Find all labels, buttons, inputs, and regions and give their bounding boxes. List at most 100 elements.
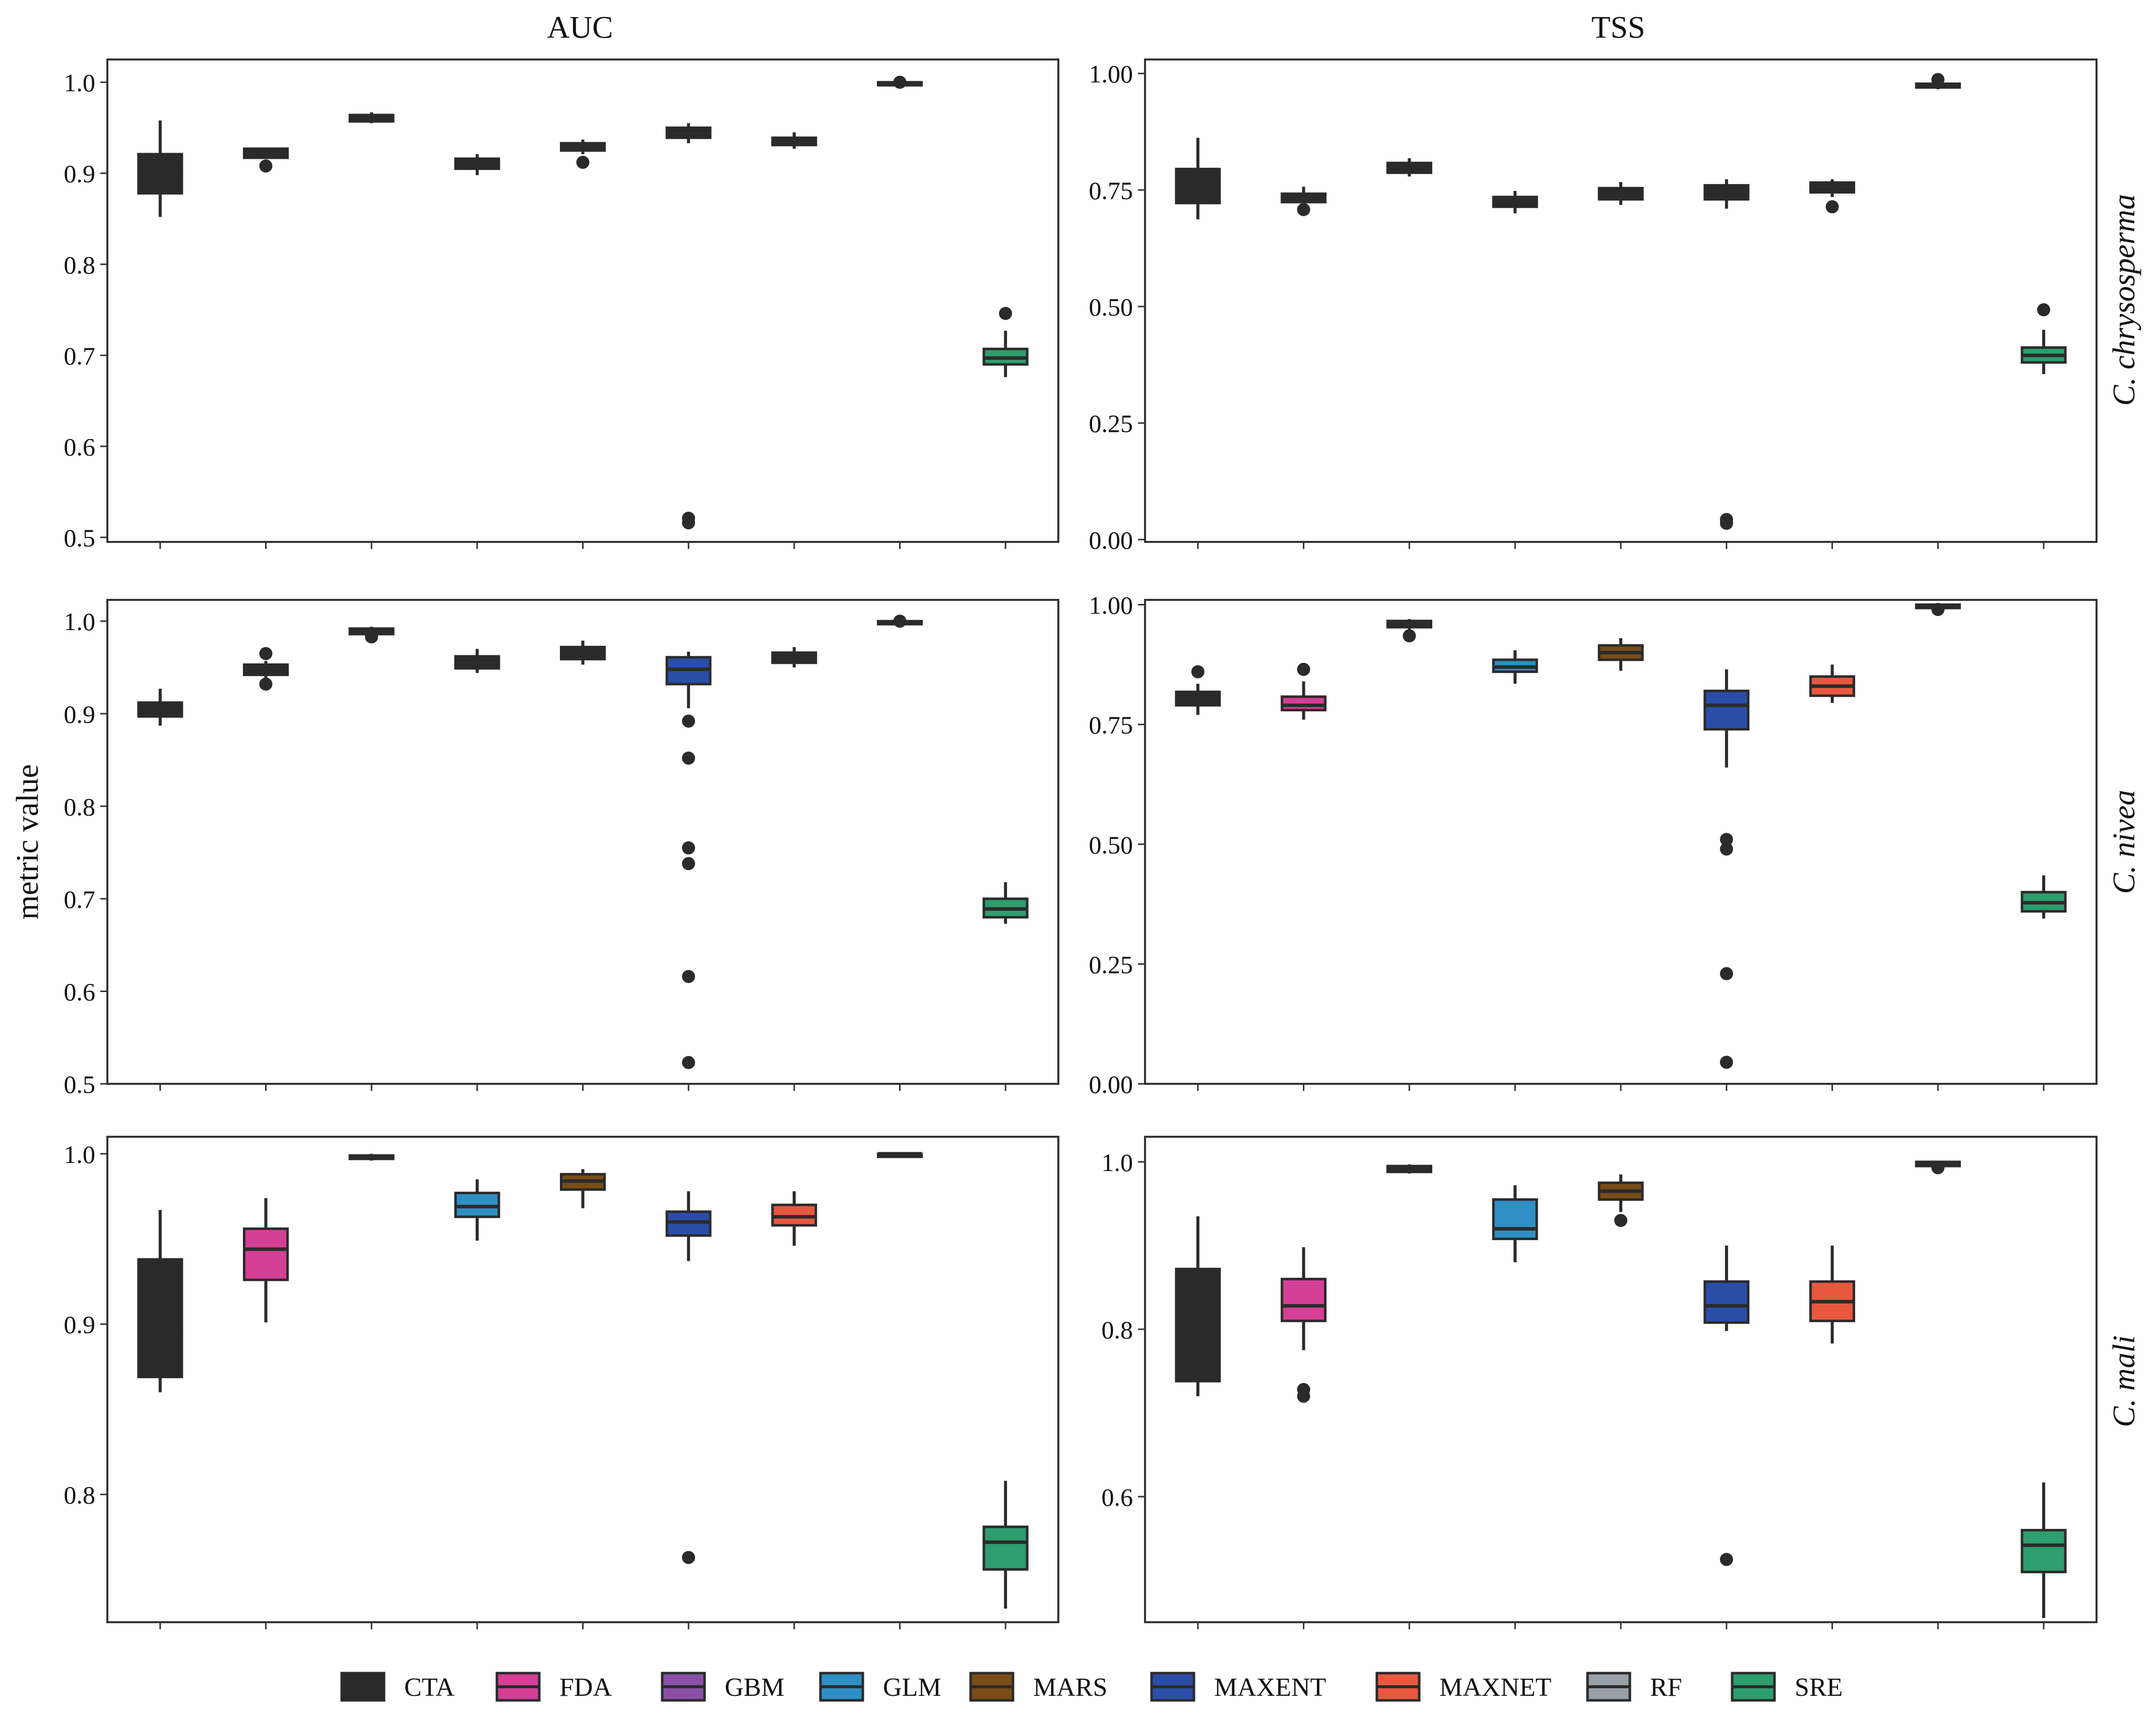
legend-label: RF [1650, 1673, 1682, 1702]
outlier-point [682, 1551, 695, 1564]
box-mars [560, 1169, 606, 1629]
y-tick-label: 0.6 [1102, 1483, 1133, 1511]
box-body [982, 1525, 1029, 1571]
box-mars [1598, 638, 1644, 1091]
box-cta [137, 120, 183, 549]
legend-label: MAXENT [1214, 1673, 1326, 1702]
outlier-point [682, 1056, 695, 1069]
box-maxent [665, 123, 712, 549]
box-cta [1175, 665, 1221, 1091]
legend-label: GBM [725, 1673, 784, 1702]
box-body [243, 1227, 289, 1281]
column-title-auc: AUC [547, 11, 613, 45]
y-tick-label: 1.00 [1089, 60, 1133, 88]
box-body [137, 1258, 183, 1378]
box-fda [1281, 662, 1327, 1091]
box-maxnet [1809, 664, 1856, 1091]
y-tick-label: 0.25 [1089, 950, 1133, 978]
panel-auc-0: 0.5 0.6 0.7 0.8 0.9 1.0 [64, 58, 1059, 552]
y-tick-label: 0.00 [1089, 526, 1133, 554]
box-sre [2020, 1482, 2067, 1629]
box-maxent [665, 651, 712, 1091]
y-tick-label: 1.0 [64, 1140, 96, 1169]
box-sre [982, 882, 1029, 1091]
panel-frame [1144, 58, 2098, 543]
outlier-point [682, 751, 695, 765]
outlier-point [682, 516, 695, 530]
panel-auc-1: 0.5 0.6 0.7 0.8 0.9 1.0 [64, 599, 1059, 1098]
box-sre [982, 306, 1029, 549]
box-glm [454, 1179, 500, 1629]
box-maxent [1703, 1245, 1750, 1629]
panel-tss-2: 0.6 0.8 1.0 [1102, 1136, 2098, 1629]
legend: CTA FDA GBM GLM MARS MAXENT MAXNET RF SRE [340, 1672, 1843, 1702]
legend-label: FDA [559, 1673, 612, 1702]
legend-item-mars: MARS [969, 1672, 1107, 1702]
box-sre [982, 1481, 1029, 1629]
outlier-point [1720, 1056, 1733, 1069]
box-gbm [1386, 1164, 1432, 1629]
outlier-point [1297, 662, 1310, 676]
legend-item-glm: GLM [819, 1672, 941, 1702]
row-label-c-nivea: C. nivea [2107, 790, 2141, 894]
panel-frame [106, 599, 1059, 1085]
box-fda [1281, 1247, 1327, 1629]
panels: 0.50.60.70.80.91.00.000.250.500.751.000.… [64, 58, 2098, 1629]
outlier-point [1720, 1553, 1733, 1566]
box-body [1281, 695, 1327, 712]
y-tick-label: 1.00 [1089, 591, 1133, 620]
outlier-point [1403, 629, 1416, 643]
box-maxnet [1809, 179, 1856, 549]
box-maxent [1703, 179, 1750, 549]
box-mars [560, 139, 606, 549]
panel-frame [1144, 599, 2098, 1085]
outlier-point [682, 857, 695, 871]
y-tick-label: 0.8 [64, 1481, 96, 1509]
legend-item-cta: CTA [340, 1672, 455, 1702]
legend-label: SRE [1795, 1673, 1843, 1702]
box-gbm [348, 112, 395, 549]
box-body [2020, 1528, 2067, 1573]
box-gbm [348, 627, 395, 1091]
outlier-point [576, 156, 590, 169]
box-body [1703, 1280, 1750, 1324]
outlier-point [259, 647, 273, 660]
panel-tss-0: 0.00 0.25 0.50 0.75 1.00 [1089, 58, 2098, 554]
box-rf [877, 76, 923, 549]
box-fda [1281, 187, 1327, 549]
box-rf [877, 1152, 923, 1629]
box-cta [137, 689, 183, 1091]
outlier-point [1297, 1389, 1310, 1403]
column-title-tss: TSS [1592, 11, 1645, 45]
y-tick-label: 0.00 [1089, 1070, 1133, 1098]
box-rf [1915, 73, 1961, 549]
y-tick-label: 0.9 [64, 160, 96, 188]
y-tick-label: 0.6 [64, 433, 96, 461]
outlier-point [1931, 1161, 1945, 1175]
outlier-point [1614, 1214, 1627, 1227]
y-tick-label: 0.50 [1089, 293, 1133, 321]
outlier-point [259, 159, 273, 173]
y-tick-label: 0.6 [64, 977, 96, 1006]
box-glm [1492, 1185, 1538, 1629]
outlier-point [1931, 73, 1945, 86]
y-tick-label: 1.0 [64, 69, 96, 97]
y-tick-label: 0.9 [64, 1311, 96, 1339]
box-glm [454, 649, 500, 1091]
y-tick-label: 0.8 [64, 251, 96, 279]
box-maxnet [771, 1191, 817, 1629]
box-rf [877, 615, 923, 1091]
outlier-point [1720, 842, 1733, 856]
y-axis-label: metric value [11, 764, 45, 919]
outlier-point [365, 630, 378, 644]
y-tick-label: 0.25 [1089, 409, 1133, 438]
legend-label: CTA [404, 1673, 455, 1702]
box-body [1492, 1198, 1538, 1241]
box-gbm [1386, 619, 1432, 1091]
outlier-point [999, 306, 1012, 320]
y-tick-label: 1.0 [64, 607, 96, 636]
outlier-point [259, 678, 273, 691]
y-tick-label: 0.8 [64, 792, 96, 821]
outlier-point [682, 970, 695, 984]
y-tick-label: 0.7 [64, 342, 96, 370]
